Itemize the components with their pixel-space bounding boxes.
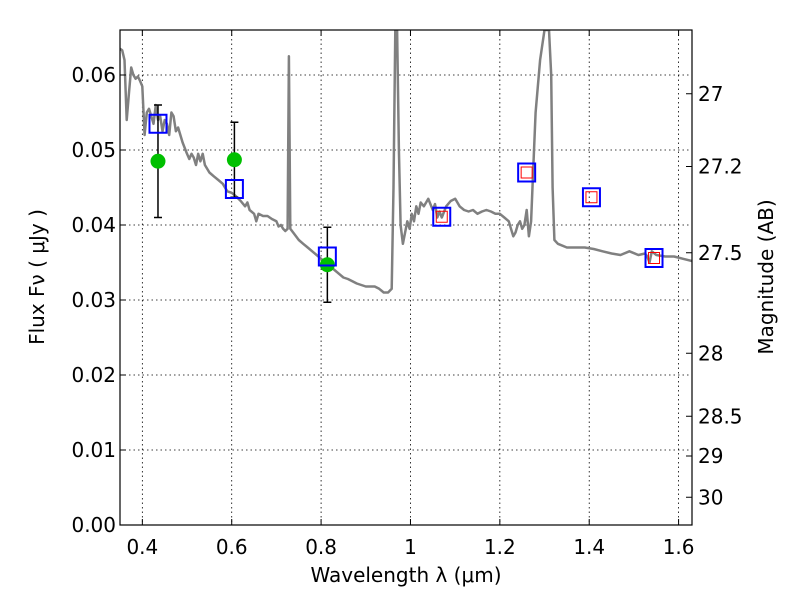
observed-flux-point	[150, 153, 166, 169]
y-axis-label: Flux Fν ( μJy )	[25, 209, 49, 345]
model-flux-square	[317, 246, 337, 267]
plot-frame	[119, 29, 693, 526]
right-tick-label: 29	[698, 444, 723, 468]
sed-model-line	[120, 30, 692, 294]
y-tick-label: 0.06	[71, 63, 116, 87]
x-tick-label: 1.2	[484, 535, 516, 559]
x-tick-label: 1.6	[663, 535, 695, 559]
upper-limit-square	[585, 191, 598, 204]
y-tick-label: 0.05	[71, 138, 116, 162]
upper-limit-square	[648, 252, 661, 264]
model-flux-square	[224, 179, 244, 199]
y-tick-label: 0.04	[71, 213, 116, 237]
x-tick-label: 1	[404, 535, 417, 559]
x-tick-label: 1.4	[573, 535, 605, 559]
upper-limit-square	[435, 210, 448, 223]
right-tick-label: 27.2	[698, 155, 743, 179]
plot-area	[120, 30, 692, 294]
upper-limit-square	[520, 166, 533, 179]
model-flux-square	[517, 162, 537, 183]
y-tick-label: 0.02	[71, 363, 116, 387]
markers	[148, 104, 664, 303]
model-flux-square	[148, 113, 168, 134]
right-axis-label: Magnitude (AB)	[754, 199, 778, 354]
y-tick-label: 0.01	[71, 438, 116, 462]
x-axis-label: Wavelength λ (μm)	[310, 563, 501, 587]
right-tick-label: 27.5	[698, 241, 743, 265]
right-tick-label: 28.5	[698, 404, 743, 428]
model-flux-square	[432, 206, 452, 227]
ticks: 0.4 0.6 0.8 1 1.2 1.4 1.6 0.00 0.01 0.02 0.03 0.04 0…	[71, 30, 743, 559]
y-tick-label: 0.00	[71, 513, 116, 537]
right-tick-label: 27	[698, 82, 723, 106]
observed-flux-point	[226, 152, 242, 168]
x-tick-label: 0.6	[216, 535, 248, 559]
x-tick-label: 0.8	[305, 535, 337, 559]
y-tick-label: 0.03	[71, 288, 116, 312]
model-flux-square	[644, 248, 664, 268]
model-flux-square	[581, 187, 601, 208]
right-tick-label: 28	[698, 341, 723, 365]
x-tick-label: 0.4	[126, 535, 158, 559]
right-tick-label: 30	[698, 485, 723, 509]
